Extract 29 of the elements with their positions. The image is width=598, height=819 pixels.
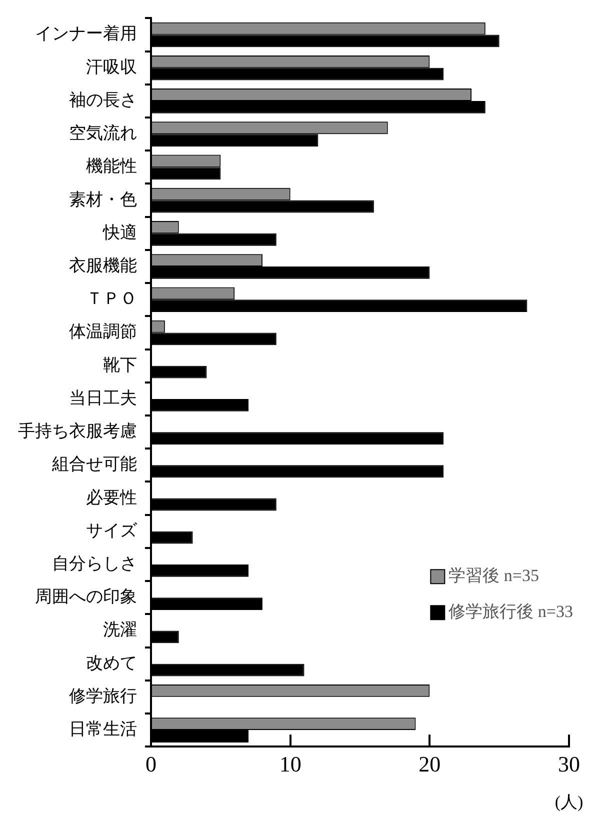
y-tick-label: 体温調節 xyxy=(69,322,137,342)
y-tick-label: 機能性 xyxy=(86,156,137,176)
x-tick-label: 30 xyxy=(558,752,580,777)
y-tick-label: 空気流れ xyxy=(69,124,137,143)
y-tick-label: 衣服機能 xyxy=(69,256,137,275)
y-tick-label: 汗吸収 xyxy=(86,57,137,76)
y-tick-label: 修学旅行 xyxy=(69,686,137,706)
legend-label: 学習後 n=35 xyxy=(448,566,540,586)
y-tick-label: 改めて xyxy=(86,653,137,672)
y-tick-label: 素材・色 xyxy=(69,190,137,209)
y-tick-label: サイズ xyxy=(86,520,138,540)
y-tick-label: 当日工夫 xyxy=(69,388,137,408)
y-tick-label: 袖の長さ xyxy=(69,90,137,110)
y-tick-label: 手持ち衣服考慮 xyxy=(18,422,137,441)
y-tick-label: 日常生活 xyxy=(69,720,137,739)
legend-label: 修学旅行後 n=33 xyxy=(448,602,574,622)
y-tick-label: 靴下 xyxy=(103,355,137,374)
x-axis-title: (人) xyxy=(554,792,584,812)
y-tick-label: 自分らしさ xyxy=(52,554,137,573)
y-tick-label: 必要性 xyxy=(86,488,137,507)
y-tick-label: インナー着用 xyxy=(35,24,137,44)
y-tick-label: 洗濯 xyxy=(103,620,137,640)
x-tick-label: 0 xyxy=(146,752,156,777)
y-tick-label: 組合せ可能 xyxy=(51,454,137,474)
x-tick-label: 10 xyxy=(279,752,302,777)
x-tick-label: 20 xyxy=(418,752,441,777)
y-tick-label: ＴＰＯ xyxy=(86,289,137,308)
y-tick-label: 快適 xyxy=(102,222,137,242)
y-tick-label: 周囲への印象 xyxy=(35,587,137,606)
